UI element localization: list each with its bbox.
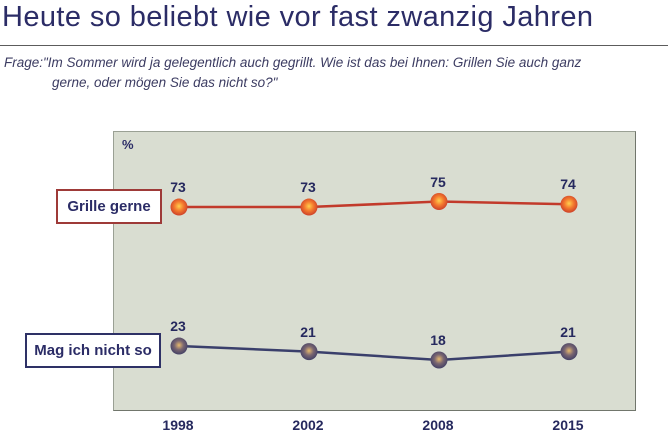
value-label: 74 — [560, 176, 576, 193]
data-point — [300, 198, 318, 216]
y-axis-unit-label: % — [122, 137, 134, 152]
value-label: 75 — [430, 173, 446, 190]
data-point — [560, 195, 578, 213]
x-axis-label: 1998 — [162, 417, 194, 433]
series-label-grille-gerne: Grille gerne — [56, 189, 162, 224]
value-label: 73 — [170, 179, 186, 196]
value-label: 21 — [560, 323, 576, 340]
data-point — [560, 343, 578, 361]
question-text: Frage:"Im Sommer wird ja gelegentlich au… — [4, 53, 664, 92]
chart-canvas — [170, 193, 578, 369]
value-label: 18 — [430, 331, 446, 348]
data-point — [430, 193, 448, 210]
value-label: 21 — [300, 323, 316, 340]
value-label: 23 — [170, 318, 186, 335]
page-title: Heute so beliebt wie vor fast zwanzig Ja… — [2, 1, 594, 33]
x-axis-label: 2015 — [552, 417, 584, 433]
plot-area: % — [113, 131, 636, 411]
series-line-0 — [179, 200, 570, 209]
series-line-1 — [178, 344, 570, 362]
value-label: 73 — [300, 179, 316, 196]
question-line-1: Frage:"Im Sommer wird ja gelegentlich au… — [4, 55, 582, 70]
data-point — [170, 198, 188, 216]
data-point — [430, 351, 448, 369]
x-axis-label: 2002 — [292, 417, 324, 433]
series-label-mag-ich-nicht-so: Mag ich nicht so — [25, 333, 161, 368]
x-axis-label: 2008 — [422, 417, 454, 433]
data-point — [170, 337, 188, 355]
question-line-2: gerne, oder mögen Sie das nicht so?" — [52, 74, 278, 90]
data-point — [300, 343, 318, 361]
title-divider — [0, 45, 668, 46]
